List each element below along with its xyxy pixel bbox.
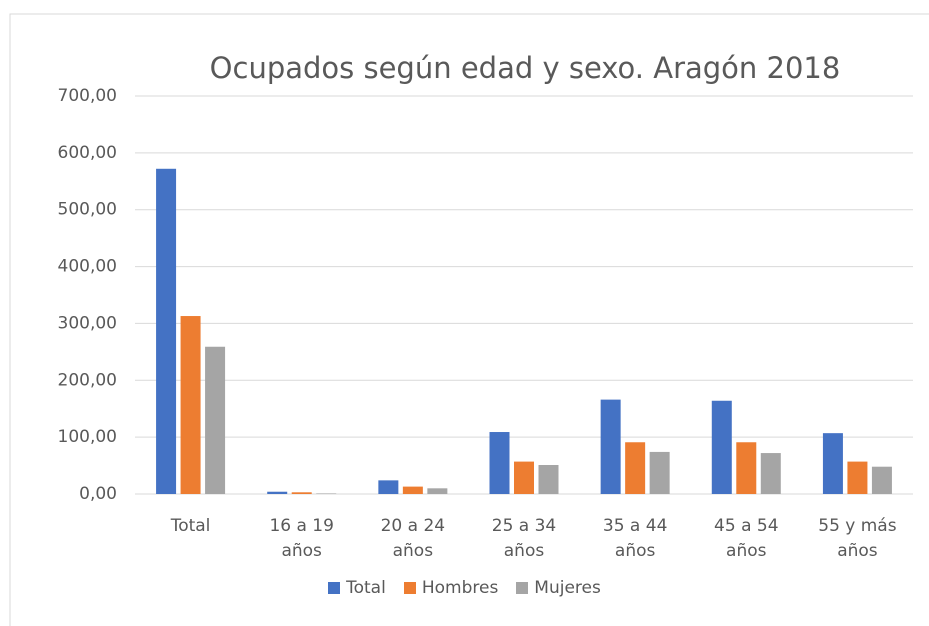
bar (316, 493, 337, 494)
legend-item: Total (328, 578, 386, 598)
x-tick-label: Total (170, 516, 211, 536)
bar (156, 168, 177, 494)
bar (822, 433, 843, 494)
y-tick-label: 0,00 (79, 484, 117, 504)
bar (736, 442, 757, 494)
bar (427, 488, 448, 494)
x-tick-label: 45 a 54 años (714, 516, 779, 561)
bar (649, 451, 670, 494)
x-tick-label: 20 a 24 años (380, 516, 446, 561)
legend-label: Mujeres (534, 578, 601, 598)
bar (402, 486, 423, 494)
bar (378, 480, 399, 494)
bar (267, 491, 288, 494)
legend-swatch (516, 582, 529, 594)
chart-border (9, 13, 929, 626)
y-tick-label: 300,00 (58, 313, 117, 333)
bar (600, 399, 621, 494)
legend-item: Mujeres (516, 578, 601, 598)
legend-swatch (328, 582, 341, 594)
bar (291, 492, 312, 494)
y-tick-label: 600,00 (58, 143, 117, 163)
y-tick-label: 500,00 (58, 200, 117, 220)
y-tick-label: 400,00 (58, 257, 117, 277)
legend-label: Hombres (421, 578, 499, 598)
x-tick-label: 55 y más años (818, 516, 897, 561)
bar (760, 453, 781, 494)
bar (847, 461, 868, 494)
legend: Total Hombres Mujeres (0, 578, 929, 598)
y-tick-label: 200,00 (58, 370, 117, 390)
y-tick-label: 700,00 (58, 86, 117, 106)
x-tick-label: 35 a 44 años (602, 516, 668, 561)
legend-item: Hombres (403, 578, 499, 598)
bar (205, 346, 226, 494)
bar (871, 466, 892, 494)
y-tick-label: 100,00 (58, 427, 117, 447)
chart-title: Ocupados según edad y sexo. Aragón 2018 (210, 51, 841, 85)
bar (489, 432, 510, 494)
bar (538, 465, 559, 494)
bar (711, 400, 732, 494)
x-tick-label: 16 a 19 años (269, 516, 334, 561)
legend-swatch (403, 582, 416, 594)
bar (625, 442, 646, 494)
bar (514, 461, 534, 494)
x-tick-label: 25 a 34 años (491, 516, 557, 561)
bar (180, 316, 201, 494)
legend-label: Total (346, 578, 386, 598)
